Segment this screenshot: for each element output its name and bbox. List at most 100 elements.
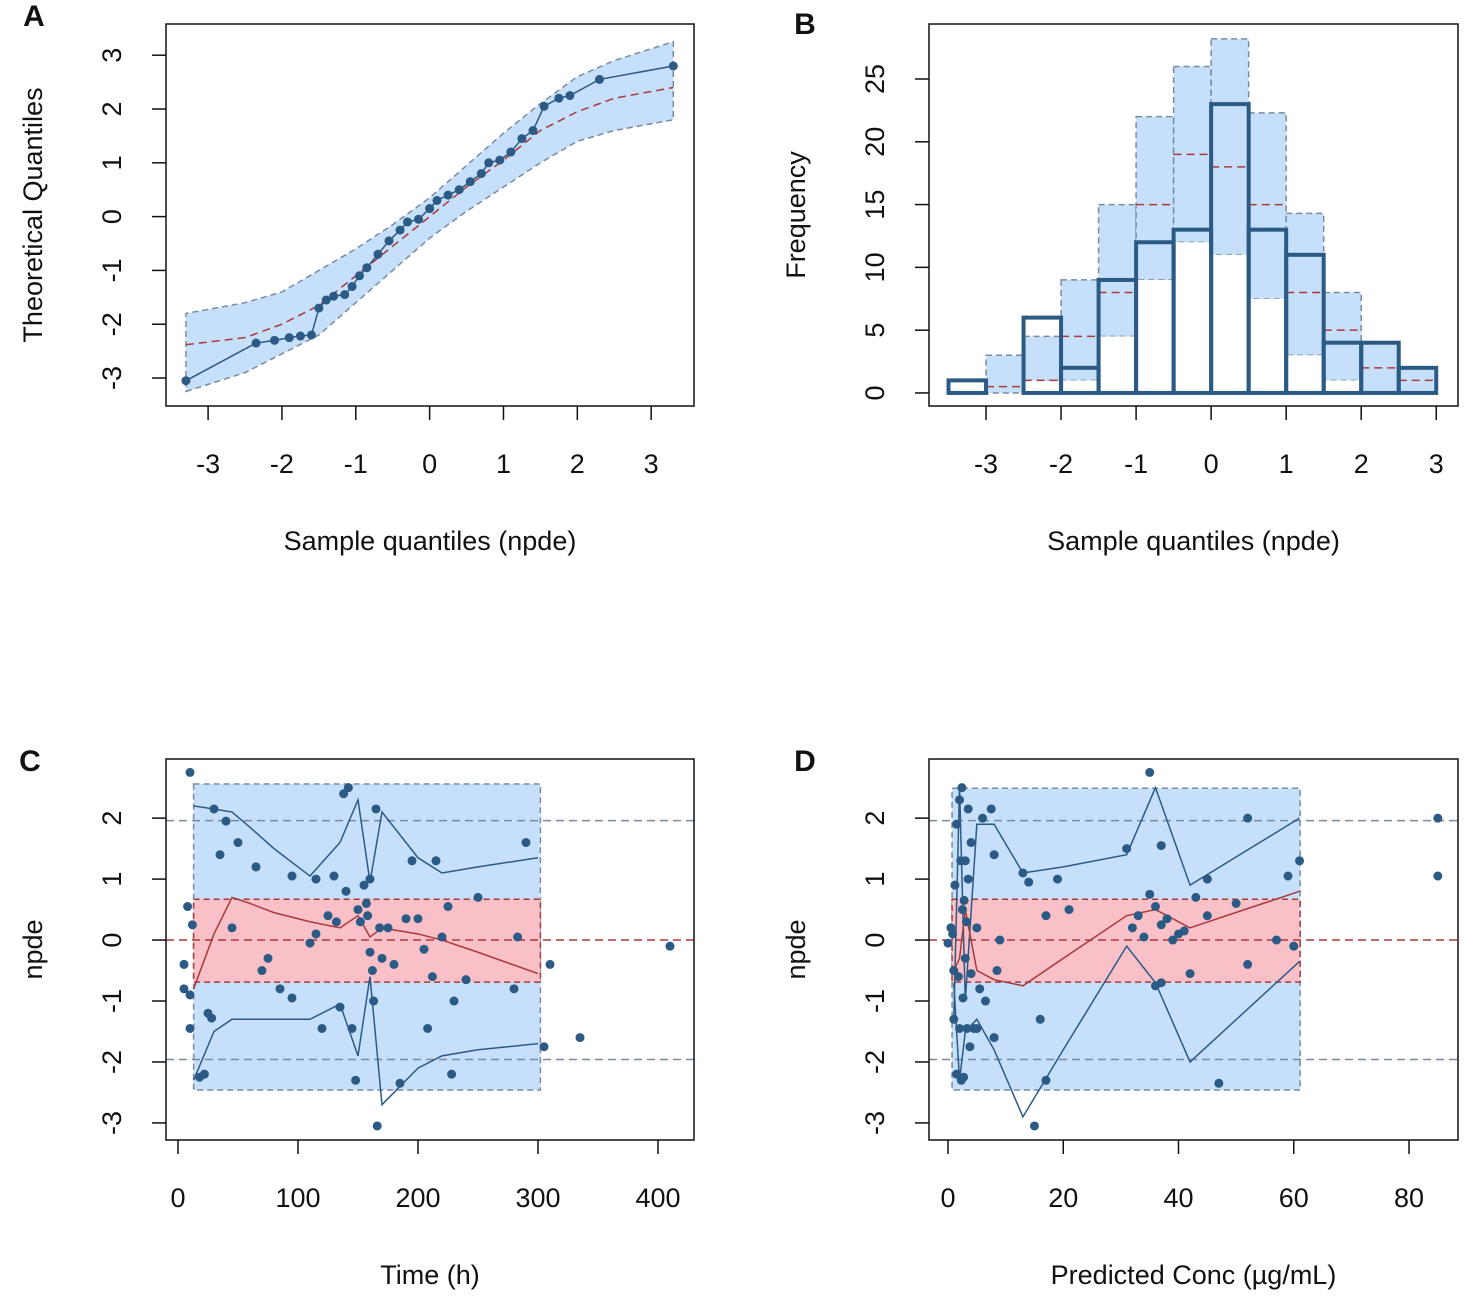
point xyxy=(960,953,970,963)
point xyxy=(361,898,371,908)
x-tick-label: 2 xyxy=(570,449,585,479)
point xyxy=(383,923,393,933)
point xyxy=(1202,911,1212,921)
point xyxy=(1018,868,1028,878)
point xyxy=(989,1033,999,1043)
point xyxy=(972,923,982,933)
point xyxy=(423,1023,433,1033)
point xyxy=(209,804,219,814)
point xyxy=(949,1014,959,1024)
point xyxy=(957,905,967,915)
x-tick-label: 200 xyxy=(395,1183,440,1213)
bar xyxy=(946,378,989,395)
x-axis-title: Time (h) xyxy=(380,1260,480,1290)
point xyxy=(943,938,953,948)
point xyxy=(257,966,267,976)
point xyxy=(955,795,965,805)
point xyxy=(343,783,353,793)
point xyxy=(1185,969,1195,979)
point xyxy=(539,101,549,111)
point xyxy=(353,905,363,915)
point xyxy=(966,838,976,848)
point xyxy=(539,1042,549,1052)
x-tick-label: 2 xyxy=(1354,449,1369,479)
point xyxy=(359,880,369,890)
point xyxy=(284,333,294,343)
y-tick-label: -3 xyxy=(860,1111,890,1135)
point xyxy=(949,966,959,976)
band-interior xyxy=(1136,279,1174,393)
point xyxy=(1156,920,1166,930)
y-tick-label: -2 xyxy=(97,1050,127,1074)
y-tick-label: 2 xyxy=(97,811,127,826)
x-tick-label: -1 xyxy=(344,449,368,479)
band-interior xyxy=(1286,355,1324,393)
point xyxy=(986,804,996,814)
x-tick-label: 80 xyxy=(1394,1183,1424,1213)
panel-label: C xyxy=(19,745,41,778)
point xyxy=(950,880,960,890)
point xyxy=(957,783,967,793)
y-tick-label: -2 xyxy=(860,1050,890,1074)
plot-frame xyxy=(928,758,1459,1141)
bar xyxy=(1396,365,1439,395)
point xyxy=(377,953,387,963)
point xyxy=(1150,902,1160,912)
point xyxy=(958,993,968,1003)
prediction-band xyxy=(1060,279,1100,382)
y-tick-label: -2 xyxy=(97,312,127,336)
point xyxy=(351,1075,361,1085)
point xyxy=(401,914,411,924)
plot-frame xyxy=(165,758,695,1141)
band-interior xyxy=(1173,242,1212,393)
point xyxy=(317,1023,327,1033)
point xyxy=(432,195,442,205)
prediction-band xyxy=(1022,335,1062,382)
point xyxy=(339,789,349,799)
point xyxy=(1283,871,1293,881)
plot-frame xyxy=(928,23,1459,407)
y-tick-label: 0 xyxy=(97,209,127,224)
y-tick-label: 0 xyxy=(860,933,890,948)
point xyxy=(395,225,405,235)
point xyxy=(372,1121,382,1131)
point xyxy=(1035,1014,1045,1024)
band-interior xyxy=(1248,298,1287,393)
point xyxy=(371,804,381,814)
prediction-band xyxy=(1097,203,1137,338)
point xyxy=(1029,1121,1039,1131)
point xyxy=(331,917,341,927)
point xyxy=(1156,978,1166,988)
point xyxy=(955,1023,965,1033)
point xyxy=(1433,813,1443,823)
x-tick-label: -3 xyxy=(974,449,998,479)
point xyxy=(329,871,339,881)
point xyxy=(1231,898,1241,908)
x-axis-title: Predicted Conc (µg/mL) xyxy=(1051,1260,1337,1290)
y-axis-title: Theoretical Quantiles xyxy=(18,87,48,342)
prediction-band xyxy=(1322,291,1362,382)
point xyxy=(270,335,280,345)
point xyxy=(1127,923,1137,933)
point xyxy=(373,249,383,259)
x-tick-label: -1 xyxy=(1124,449,1148,479)
point xyxy=(437,932,447,942)
point xyxy=(1289,941,1299,951)
x-tick-label: 0 xyxy=(422,449,437,479)
point xyxy=(1139,932,1149,942)
x-tick-label: 20 xyxy=(1048,1183,1078,1213)
band-interior xyxy=(1211,254,1249,393)
point xyxy=(995,935,1005,945)
y-tick-label: -1 xyxy=(97,989,127,1013)
y-axis-title: Frequency xyxy=(781,151,811,279)
point xyxy=(554,93,564,103)
point xyxy=(443,902,453,912)
point xyxy=(407,856,417,866)
prediction-band xyxy=(1285,212,1325,357)
point xyxy=(575,1033,585,1043)
point xyxy=(545,959,555,969)
point xyxy=(1271,935,1281,945)
point xyxy=(295,331,305,341)
point xyxy=(449,996,459,1006)
x-tick-label: 40 xyxy=(1163,1183,1193,1213)
